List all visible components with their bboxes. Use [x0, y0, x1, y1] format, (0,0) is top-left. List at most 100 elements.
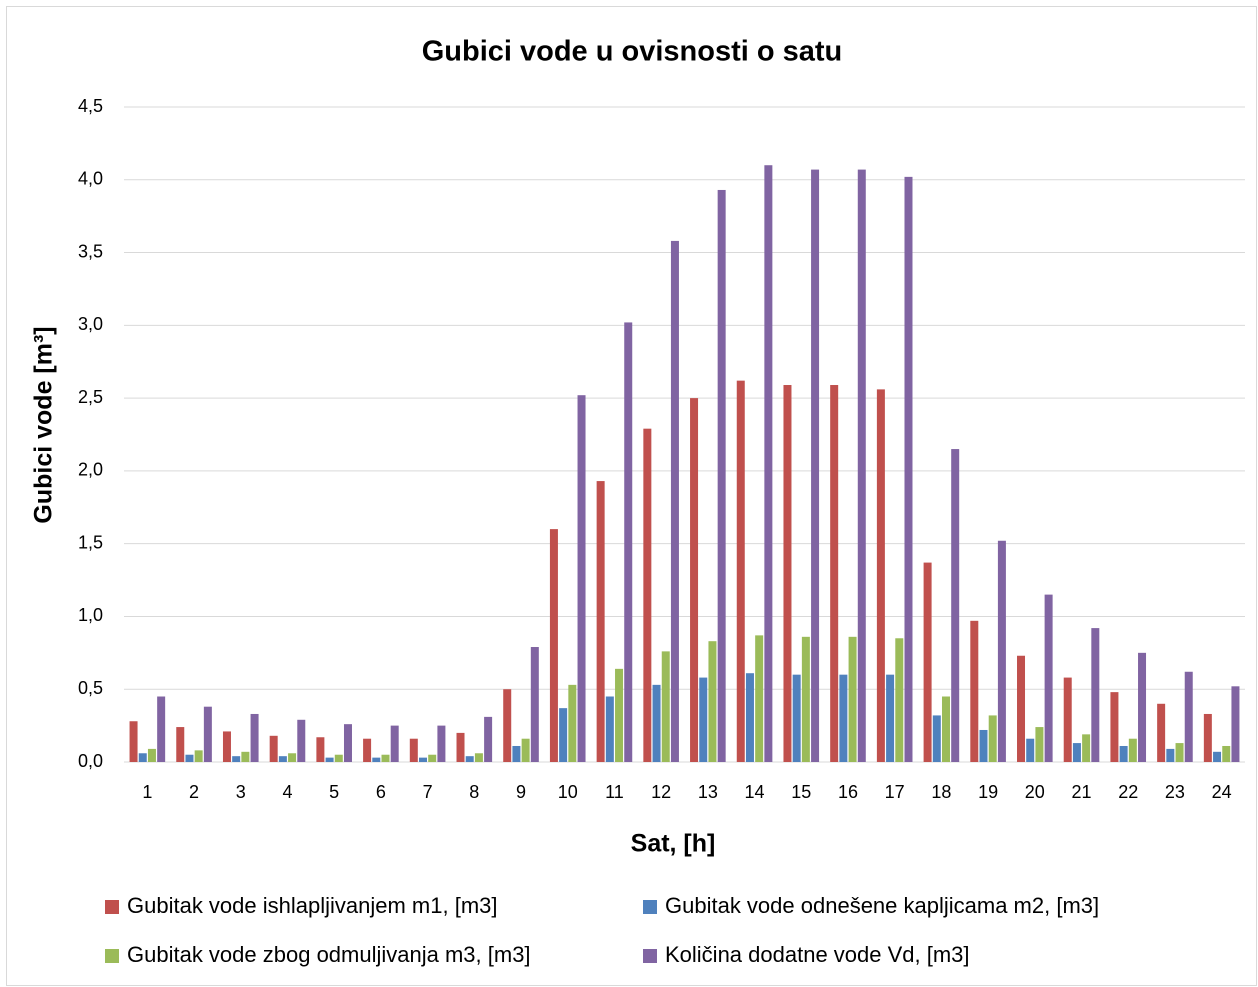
y-tick-label: 1,0: [78, 605, 103, 625]
bar: [1138, 652, 1147, 762]
y-tick-label: 4,5: [78, 96, 103, 116]
bar: [343, 724, 352, 762]
y-tick-label: 0,5: [78, 678, 103, 698]
bar: [1119, 745, 1128, 762]
bar: [643, 428, 652, 762]
bar: [923, 562, 932, 762]
bar: [615, 668, 624, 762]
bar: [428, 754, 437, 762]
legend-label: Količina dodatne vode Vd, [m3]: [665, 942, 970, 967]
bar: [1128, 738, 1137, 762]
bar: [474, 753, 483, 762]
bar: [437, 725, 446, 762]
x-tick-label: 9: [516, 782, 526, 802]
bar: [755, 635, 764, 762]
bar: [941, 696, 950, 762]
x-tick-label: 11: [605, 782, 624, 802]
x-tick-label: 20: [1025, 782, 1045, 802]
bar: [1184, 671, 1193, 762]
bar: [1091, 628, 1100, 762]
x-tick-label: 18: [931, 782, 951, 802]
bar: [951, 449, 960, 762]
bar: [708, 641, 717, 762]
bar: [419, 757, 428, 762]
bar: [792, 674, 801, 762]
bar: [185, 754, 194, 762]
x-axis-title: Sat, [h]: [631, 830, 716, 858]
x-tick-label: 14: [745, 782, 765, 802]
bar: [1166, 748, 1175, 762]
bar: [783, 385, 792, 762]
bar: [670, 240, 679, 762]
bar: [736, 380, 745, 762]
bar: [1082, 734, 1091, 762]
bar: [381, 754, 390, 762]
y-tick-label: 1,5: [78, 532, 103, 552]
bar: [484, 716, 493, 762]
bar: [372, 757, 381, 762]
bar: [1222, 745, 1231, 762]
bar: [1017, 655, 1026, 762]
y-tick-label: 2,5: [78, 387, 103, 407]
bar: [932, 715, 941, 762]
x-tick-label: 3: [236, 782, 246, 802]
bar: [203, 706, 212, 762]
bar: [278, 756, 287, 762]
bar: [297, 719, 306, 762]
bar: [997, 540, 1006, 762]
bar: [811, 169, 820, 763]
bar: [568, 684, 577, 762]
bar: [503, 689, 512, 762]
bar: [232, 756, 241, 762]
y-tick-label: 0,0: [78, 751, 103, 771]
bar: [857, 169, 866, 763]
bar: [334, 754, 343, 762]
bar: [559, 708, 568, 762]
bar: [745, 673, 754, 762]
bar: [596, 481, 605, 762]
x-tick-label: 21: [1072, 782, 1092, 802]
bar: [241, 751, 250, 762]
x-tick-label: 24: [1212, 782, 1232, 802]
bar: [848, 636, 857, 762]
bar: [530, 647, 539, 762]
y-tick-label: 4,0: [78, 169, 103, 189]
legend-swatch: [643, 949, 657, 963]
bar: [904, 176, 913, 762]
bar: [699, 677, 708, 762]
bar: [288, 753, 297, 762]
bar: [521, 738, 530, 762]
x-tick-label: 5: [329, 782, 339, 802]
bar: [895, 638, 904, 762]
bar: [157, 696, 166, 762]
bar: [1213, 751, 1222, 762]
y-tick-label: 3,5: [78, 241, 103, 261]
bar: [652, 684, 661, 762]
bar: [979, 729, 988, 762]
bar: [363, 738, 372, 762]
bar: [1044, 594, 1053, 762]
bar: [456, 732, 465, 762]
x-tick-label: 1: [142, 782, 152, 802]
bar: [1072, 743, 1081, 762]
x-tick-label: 8: [469, 782, 479, 802]
bar: [316, 737, 325, 762]
bar: [138, 753, 147, 762]
x-tick-label: 23: [1165, 782, 1185, 802]
x-tick-label: 15: [791, 782, 811, 802]
x-tick-label: 10: [558, 782, 578, 802]
legend-swatch: [105, 900, 119, 914]
bar: [970, 620, 979, 762]
x-tick-label: 12: [651, 782, 671, 802]
bar: [661, 651, 670, 762]
x-tick-label: 2: [189, 782, 199, 802]
x-tick-label: 16: [838, 782, 858, 802]
bar: [577, 395, 586, 762]
bar: [1157, 703, 1166, 762]
y-tick-label: 3,0: [78, 314, 103, 334]
bar: [988, 715, 997, 762]
bar: [512, 745, 521, 762]
x-tick-label: 17: [885, 782, 905, 802]
bar: [624, 322, 633, 762]
